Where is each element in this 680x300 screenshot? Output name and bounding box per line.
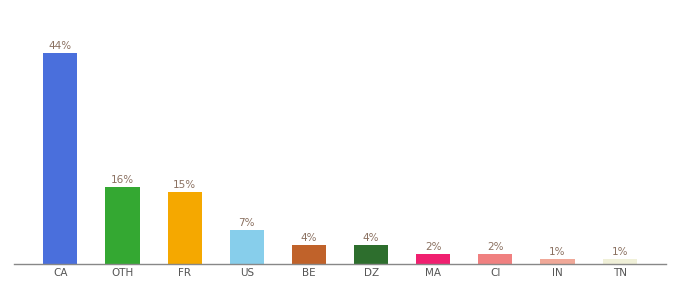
- Bar: [354, 245, 388, 264]
- Text: 2%: 2%: [487, 242, 504, 253]
- Text: 15%: 15%: [173, 180, 197, 190]
- Text: 1%: 1%: [611, 247, 628, 257]
- Text: 4%: 4%: [301, 233, 317, 243]
- Bar: [416, 254, 450, 264]
- Bar: [478, 254, 513, 264]
- Text: 2%: 2%: [425, 242, 441, 253]
- Bar: [541, 259, 575, 264]
- Text: 7%: 7%: [239, 218, 255, 229]
- Bar: [292, 245, 326, 264]
- Bar: [602, 259, 636, 264]
- Bar: [230, 230, 264, 264]
- Text: 16%: 16%: [111, 175, 134, 185]
- Bar: [105, 187, 139, 264]
- Bar: [167, 192, 202, 264]
- Text: 44%: 44%: [49, 41, 72, 51]
- Text: 1%: 1%: [549, 247, 566, 257]
- Bar: [44, 53, 78, 264]
- Text: 4%: 4%: [363, 233, 379, 243]
